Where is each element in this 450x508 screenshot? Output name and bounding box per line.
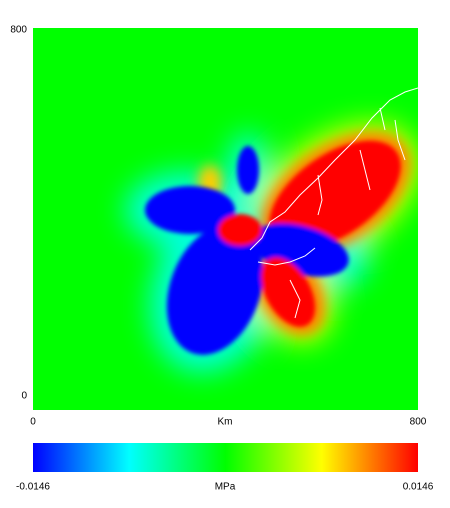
colorbar-tick-label: 0.0146: [403, 482, 434, 493]
x-tick-label: 0: [30, 417, 36, 428]
colorbar: [33, 443, 418, 472]
coastline: [249, 87, 418, 319]
x-axis-label: Km: [218, 417, 233, 428]
heatmap-field: [33, 28, 418, 410]
x-tick-label: 800: [410, 417, 427, 428]
y-tick-label: 800: [10, 25, 27, 36]
y-tick-label: 0: [21, 391, 27, 402]
colorbar-tick-label: -0.0146: [16, 482, 50, 493]
colorbar-label: MPa: [215, 482, 236, 493]
